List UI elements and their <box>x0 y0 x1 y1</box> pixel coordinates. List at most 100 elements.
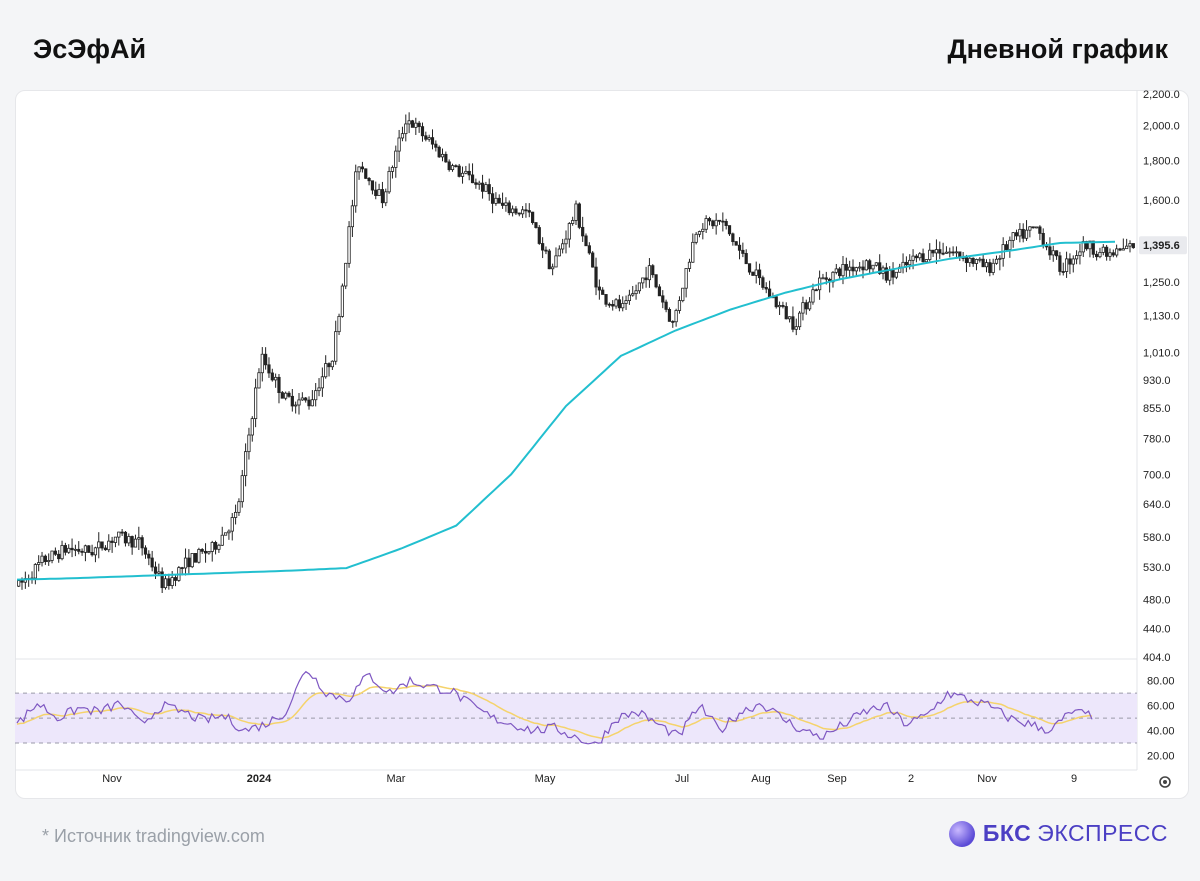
settings-gear-icon[interactable] <box>1159 776 1171 788</box>
candle-body <box>941 252 945 255</box>
candle-body <box>1091 240 1095 255</box>
price-tick-label: 1,010.0 <box>1143 348 1180 360</box>
candle-body <box>1041 232 1045 247</box>
candle-body <box>854 267 858 272</box>
candle-body <box>314 390 318 401</box>
candle-body <box>464 170 468 174</box>
candle-body <box>774 296 778 308</box>
time-axis-label: 9 <box>1071 773 1077 785</box>
candle-body <box>103 547 108 551</box>
candle-body <box>57 553 61 560</box>
candle-body <box>37 562 41 565</box>
candle-body <box>737 244 742 251</box>
candle-body <box>317 387 321 392</box>
candle-body <box>667 309 672 322</box>
candle-body <box>1115 248 1119 256</box>
candle-body <box>307 399 311 407</box>
candle-body <box>123 531 128 544</box>
candle-body <box>534 222 538 228</box>
candle-body <box>604 294 608 305</box>
candle-body <box>597 286 601 291</box>
candle-body <box>130 536 134 548</box>
candle-body <box>861 266 865 271</box>
price-tick-label: 855.0 <box>1143 403 1171 415</box>
candle-body <box>794 326 798 330</box>
candle-body <box>227 530 231 534</box>
candle-body <box>721 220 725 223</box>
candle-body <box>50 550 54 561</box>
candle-body <box>110 540 114 543</box>
candle-body <box>237 501 241 513</box>
candle-body <box>627 294 631 301</box>
rsi-tick-label: 40.00 <box>1147 726 1175 738</box>
rsi-tick-label: 60.00 <box>1147 701 1175 713</box>
candle-body <box>327 363 331 368</box>
candle-body <box>460 172 465 177</box>
rsi-tick-label: 20.00 <box>1147 751 1175 763</box>
price-tick-label: 930.0 <box>1143 375 1171 387</box>
bcs-logo-text: БКС ЭКСПРЕСС <box>982 820 1168 846</box>
candle-body <box>814 289 818 292</box>
candle-body <box>320 376 324 389</box>
candle-body <box>984 262 989 268</box>
candle-body <box>43 555 47 563</box>
candle-body <box>611 304 615 307</box>
candle-body <box>424 135 428 140</box>
price-tick-label: 580.0 <box>1143 532 1171 544</box>
candle-body <box>517 212 521 215</box>
candle-body <box>120 531 124 534</box>
ticker-title: ЭсЭфАй <box>33 34 147 64</box>
candle-body <box>240 475 244 503</box>
candle-body <box>440 153 445 158</box>
candle-body <box>430 137 435 145</box>
candle-body <box>547 250 551 270</box>
candle-body <box>991 262 995 273</box>
candle-body <box>507 202 511 214</box>
bcs-logo: БКС ЭКСПРЕСС <box>948 820 1168 847</box>
candle-body <box>551 266 555 270</box>
candle-body <box>467 170 471 176</box>
candle-body <box>287 392 291 397</box>
price-tick-label: 1,600.0 <box>1143 195 1180 207</box>
candle-body <box>20 580 24 583</box>
candle-body <box>764 287 768 290</box>
candle-body <box>193 553 198 563</box>
candle-body <box>133 538 138 548</box>
candle-body <box>364 168 368 179</box>
candle-body <box>163 578 168 589</box>
price-tick-label: 480.0 <box>1143 595 1171 607</box>
candle-body <box>631 293 635 296</box>
time-axis-label: Aug <box>751 773 771 785</box>
candle-body <box>160 571 164 589</box>
candle-body <box>210 542 214 552</box>
candle-body <box>53 550 57 555</box>
candle-body <box>450 165 455 171</box>
candle-body <box>87 545 91 553</box>
candle-body <box>934 249 939 254</box>
candle-body <box>948 251 952 254</box>
candle-body <box>180 567 184 570</box>
candle-body <box>714 219 718 227</box>
candle-body <box>621 303 625 309</box>
candle-body <box>647 265 652 281</box>
candle-body <box>798 312 802 328</box>
candle-body <box>1031 226 1035 229</box>
candle-body <box>90 552 94 556</box>
candle-body <box>250 418 254 436</box>
candle-body <box>337 315 341 333</box>
candle-body <box>724 221 728 226</box>
candle-body <box>490 193 495 204</box>
candle-body <box>384 191 388 204</box>
candle-body <box>564 238 568 245</box>
candle-body <box>521 209 525 215</box>
candle-body <box>968 257 972 264</box>
candle-body <box>717 219 722 222</box>
candle-body <box>1054 250 1059 257</box>
candle-body <box>1074 255 1079 260</box>
candle-body <box>447 161 451 171</box>
candle-body <box>914 255 919 259</box>
candle-body <box>17 580 21 587</box>
candle-body <box>350 205 355 228</box>
candle-body <box>587 245 591 254</box>
